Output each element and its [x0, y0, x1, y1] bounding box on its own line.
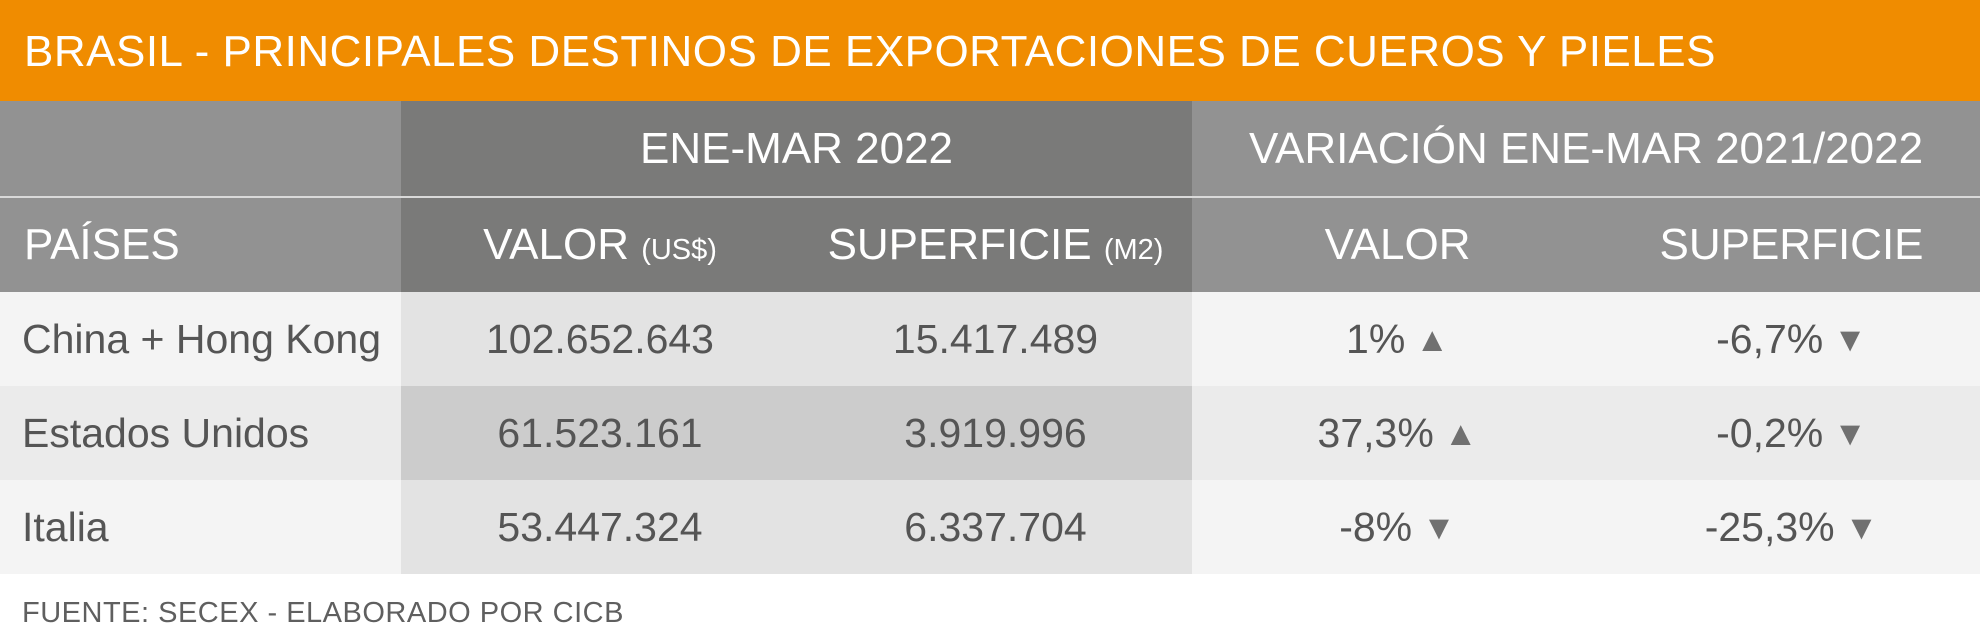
exports-table: ENE-MAR 2022 VARIACIÓN ENE-MAR 2021/2022…: [0, 101, 1980, 574]
area-cell: 3.919.996: [799, 386, 1193, 480]
up-arrow-icon: ▲: [1443, 414, 1478, 453]
group-header-variation: VARIACIÓN ENE-MAR 2021/2022: [1192, 101, 1980, 198]
column-header-row: PAÍSES VALOR (US$) SUPERFICIE (M2) VALOR…: [0, 197, 1980, 292]
column-header-area-unit: (M2): [1103, 234, 1164, 266]
column-header-area-label: SUPERFICIE: [827, 220, 1092, 269]
value-cell: 102.652.643: [401, 292, 799, 386]
down-arrow-icon: ▼: [1422, 508, 1456, 547]
country-cell: Estados Unidos: [0, 386, 401, 480]
column-header-value-unit: (US$): [641, 234, 717, 266]
var-value-cell: 37,3% ▲: [1192, 386, 1604, 480]
country-cell: Italia: [0, 480, 401, 574]
column-header-country: PAÍSES: [0, 197, 401, 292]
column-header-var-area: SUPERFICIE: [1603, 197, 1980, 292]
var-value-cell: 1% ▲: [1192, 292, 1604, 386]
var-value-text: -8%: [1339, 503, 1413, 550]
table-row: China + Hong Kong 102.652.643 15.417.489…: [0, 292, 1980, 386]
source-note: FUENTE: SECEX - ELABORADO POR CICB: [22, 597, 624, 629]
group-header-row: ENE-MAR 2022 VARIACIÓN ENE-MAR 2021/2022: [0, 101, 1980, 198]
country-cell: China + Hong Kong: [0, 292, 401, 386]
var-area-cell: -6,7% ▼: [1603, 292, 1980, 386]
column-header-value-label: VALOR: [483, 220, 629, 269]
title-bar: BRASIL - PRINCIPALES DESTINOS DE EXPORTA…: [0, 0, 1980, 101]
var-area-text: -6,7%: [1716, 315, 1824, 362]
down-arrow-icon: ▼: [1833, 414, 1867, 453]
value-cell: 61.523.161: [401, 386, 799, 480]
column-header-area: SUPERFICIE (M2): [799, 197, 1193, 292]
group-header-period: ENE-MAR 2022: [401, 101, 1193, 198]
var-area-cell: -25,3% ▼: [1603, 480, 1980, 574]
var-area-cell: -0,2% ▼: [1603, 386, 1980, 480]
group-header-empty: [0, 101, 401, 198]
table-row: Italia 53.447.324 6.337.704 -8% ▼ -25,3% ▼: [0, 480, 1980, 574]
column-header-value: VALOR (US$): [401, 197, 799, 292]
area-cell: 6.337.704: [799, 480, 1193, 574]
chart-title: BRASIL - PRINCIPALES DESTINOS DE EXPORTA…: [24, 27, 1716, 76]
var-area-text: -25,3%: [1704, 503, 1835, 550]
up-arrow-icon: ▲: [1415, 320, 1449, 359]
var-value-cell: -8% ▼: [1192, 480, 1604, 574]
area-cell: 15.417.489: [799, 292, 1193, 386]
var-area-text: -0,2%: [1716, 409, 1824, 456]
down-arrow-icon: ▼: [1833, 320, 1867, 359]
var-value-text: 1%: [1346, 315, 1406, 362]
value-cell: 53.447.324: [401, 480, 799, 574]
var-value-text: 37,3%: [1317, 409, 1434, 456]
down-arrow-icon: ▼: [1844, 508, 1879, 547]
column-header-var-value: VALOR: [1192, 197, 1604, 292]
table-row: Estados Unidos 61.523.161 3.919.996 37,3…: [0, 386, 1980, 480]
